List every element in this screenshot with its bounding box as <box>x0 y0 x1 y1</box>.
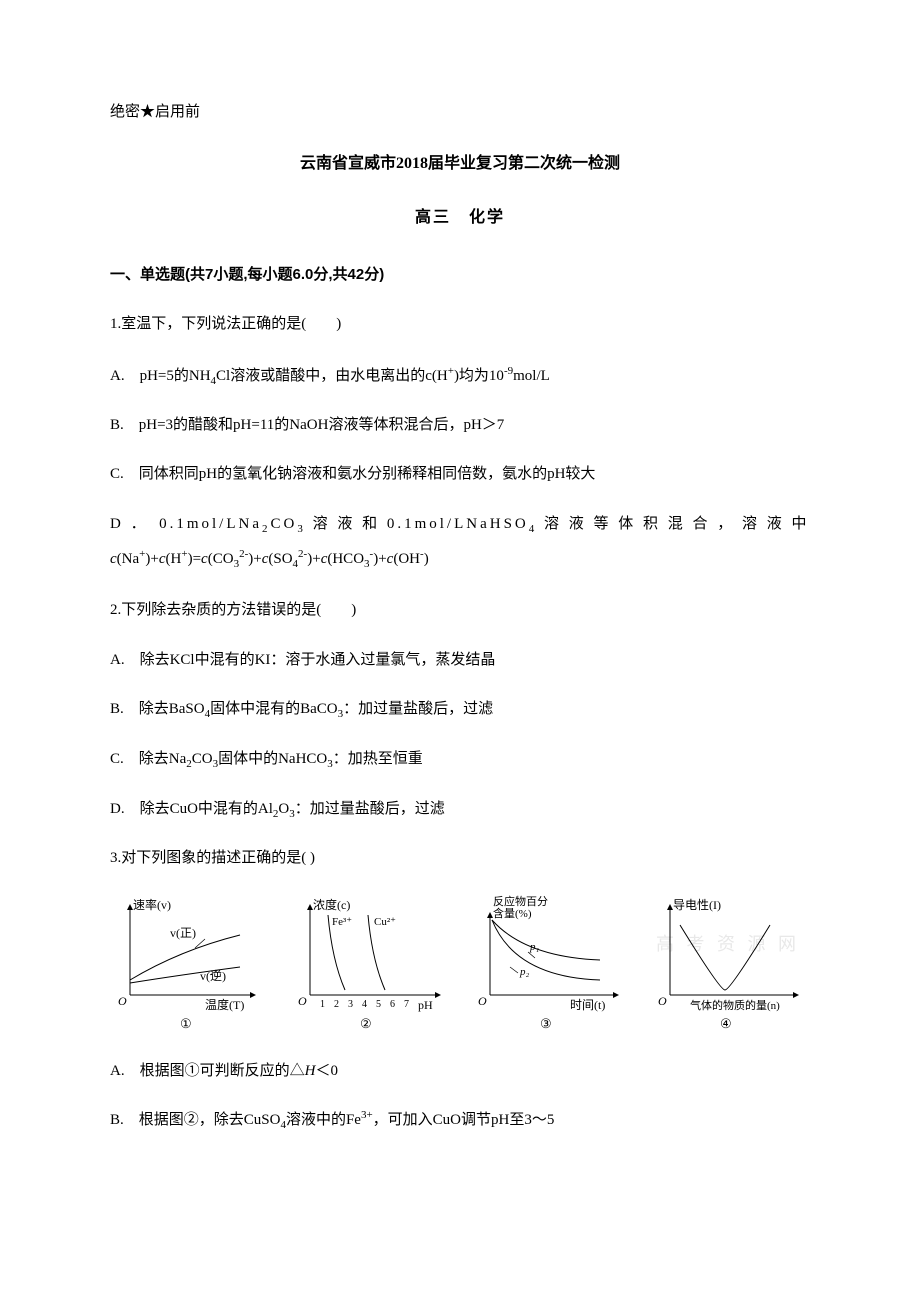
chart-2-svg: 浓度(c) pH O Fe³⁺ Cu²⁺ 123 4567 ② <box>290 895 450 1035</box>
t: CO <box>271 516 298 532</box>
t: A. pH=5的NH <box>110 368 211 384</box>
svg-text:6: 6 <box>390 999 395 1010</box>
t: mol/L <box>513 368 550 384</box>
t: 固体中混有的BaCO <box>210 701 338 717</box>
q3-stem: 3.对下列图象的描述正确的是( ) <box>110 844 810 873</box>
q3-option-a: A. 根据图①可判断反应的△H＜0 <box>110 1057 810 1086</box>
main-title: 云南省宣威市2018届毕业复习第二次统一检测 <box>110 149 810 173</box>
t: D. 除去CuO中混有的Al <box>110 801 273 817</box>
c3-tag: ③ <box>540 1016 552 1031</box>
q1-stem: 1.室温下，下列说法正确的是( ) <box>110 310 810 339</box>
t: 固体中的NaHCO <box>218 751 327 767</box>
q1-option-b: B. pH=3的醋酸和pH=11的NaOH溶液等体积混合后，pH＞7 <box>110 411 810 440</box>
q2-option-d: D. 除去CuO中混有的Al2O3：加过量盐酸后，过滤 <box>110 795 810 825</box>
t: B. 除去BaSO <box>110 701 205 717</box>
sub: 3 <box>297 523 306 535</box>
chart-1: 速率(v) 温度(T) O v(正) v(逆) ① <box>110 895 270 1035</box>
c3-xlabel: 时间(t) <box>570 998 605 1012</box>
c2-ticks: 123 4567 <box>320 999 409 1010</box>
c1-xlabel: 温度(T) <box>205 997 244 1012</box>
q1-option-d: D ． 0.1mol/LNa2CO3 溶 液 和 0.1mol/LNaHSO4 … <box>110 508 810 575</box>
chart-1-svg: 速率(v) 温度(T) O v(正) v(逆) ① <box>110 895 270 1035</box>
c2-tag: ② <box>360 1016 372 1031</box>
q2-option-c: C. 除去Na2CO3固体中的NaHCO3：加热至恒重 <box>110 745 810 775</box>
c1-top: v(正) <box>170 926 196 940</box>
page: 绝密★启用前 云南省宣威市2018届毕业复习第二次统一检测 高三 化学 一、单选… <box>0 0 920 1302</box>
t: ，可加入CuO调节pH至3～5 <box>373 1112 555 1128</box>
t: A. 根据图①可判断反应的△ <box>110 1063 305 1079</box>
t: CO <box>192 751 213 767</box>
t: 溶 液 和 0.1mol/LNaHSO <box>306 516 529 532</box>
sup: -9 <box>504 365 513 377</box>
q2-option-b: B. 除去BaSO4固体中混有的BaCO3：加过量盐酸后，过滤 <box>110 695 810 725</box>
sub-title: 高三 化学 <box>110 203 810 227</box>
c1-ylabel: 速率(v) <box>133 897 171 912</box>
t: O <box>278 801 289 817</box>
t: ：加热至恒重 <box>333 751 423 767</box>
svg-text:1: 1 <box>320 999 325 1010</box>
svg-text:5: 5 <box>376 999 381 1010</box>
it: H <box>305 1063 316 1079</box>
t: ：加过量盐酸后，过滤 <box>343 701 493 717</box>
c2-xlabel: pH <box>418 998 433 1012</box>
t: 溶 液 等 体 积 混 合 ， 溶 液 中 <box>537 516 809 532</box>
chart-3-svg: 反应物百分 含量(%) 时间(t) O p₁ p₂ ③ <box>470 895 630 1035</box>
confidential-line: 绝密★启用前 <box>110 100 810 121</box>
q2-stem: 2.下列除去杂质的方法错误的是( ) <box>110 596 810 625</box>
t: )均为10 <box>454 368 504 384</box>
c3-origin: O <box>478 994 487 1008</box>
chart-4-svg: 导电性(I) 气体的物质的量(n) O ④ <box>650 895 810 1035</box>
c1-origin: O <box>118 994 127 1008</box>
t: ＜0 <box>315 1063 338 1079</box>
c1-bot: v(逆) <box>200 968 226 983</box>
t: C. 除去Na <box>110 751 186 767</box>
chart-3: 反应物百分 含量(%) 时间(t) O p₁ p₂ ③ <box>470 895 630 1035</box>
t: 溶液中的Fe <box>286 1112 361 1128</box>
c3-yl1: 反应物百分 <box>493 895 548 908</box>
c4-xlabel: 气体的物质的量(n) <box>690 998 780 1012</box>
t: B. 根据图②，除去CuSO <box>110 1112 280 1128</box>
c3-yl2: 含量(%) <box>493 906 532 920</box>
c2-ylabel: 浓度(c) <box>313 897 350 912</box>
svg-text:2: 2 <box>334 999 339 1010</box>
chart-2: 浓度(c) pH O Fe³⁺ Cu²⁺ 123 4567 ② <box>290 895 450 1035</box>
c2-cu: Cu²⁺ <box>374 916 396 928</box>
q2-option-a: A. 除去KCl中混有的KI：溶于水通入过量氯气，蒸发结晶 <box>110 646 810 675</box>
q1-d-line2: c(Na+)+c(H+)=c(CO32-)+c(SO42-)+c(HCO3-)+… <box>110 551 429 567</box>
c2-fe: Fe³⁺ <box>332 916 352 928</box>
c2-origin: O <box>298 994 307 1008</box>
q1-option-c: C. 同体积同pH的氢氧化钠溶液和氨水分别稀释相同倍数，氨水的pH较大 <box>110 460 810 489</box>
section-header: 一、单选题(共7小题,每小题6.0分,共42分) <box>110 263 810 284</box>
svg-text:7: 7 <box>404 999 409 1010</box>
sub: 4 <box>529 523 538 535</box>
charts-row: 速率(v) 温度(T) O v(正) v(逆) ① 浓度(c) pH O <box>110 895 810 1035</box>
t: ：加过量盐酸后，过滤 <box>295 801 445 817</box>
svg-text:4: 4 <box>362 999 367 1010</box>
svg-text:3: 3 <box>348 999 353 1010</box>
c4-ylabel: 导电性(I) <box>673 898 721 912</box>
c4-tag: ④ <box>720 1016 732 1031</box>
chart-4: 导电性(I) 气体的物质的量(n) O ④ <box>650 895 810 1035</box>
t: Cl溶液或醋酸中，由水电离出的c(H <box>216 368 448 384</box>
c3-p1: p₁ <box>529 941 540 953</box>
sub: 2 <box>262 523 271 535</box>
q3-option-b: B. 根据图②，除去CuSO4溶液中的Fe3+，可加入CuO调节pH至3～5 <box>110 1105 810 1136</box>
c1-tag: ① <box>180 1016 192 1031</box>
t: D ． 0.1mol/LNa <box>110 516 262 532</box>
q1-option-a: A. pH=5的NH4Cl溶液或醋酸中，由水电离出的c(H+)均为10-9mol… <box>110 361 810 392</box>
sup: 3+ <box>361 1109 373 1121</box>
c4-origin: O <box>658 994 667 1008</box>
c3-p2: p₂ <box>519 966 530 978</box>
